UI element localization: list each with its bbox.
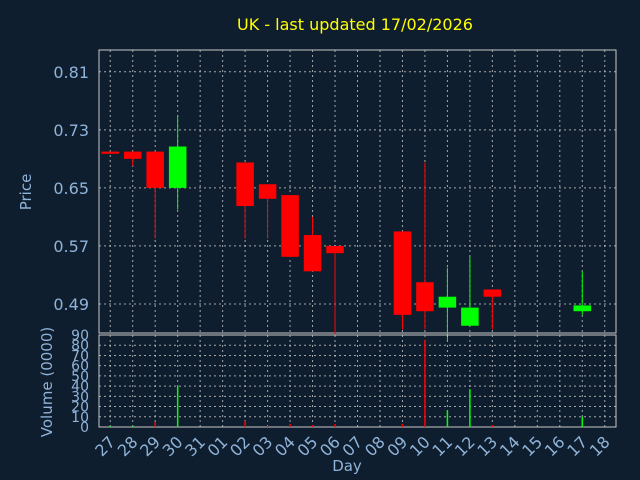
candle-body [303,235,322,272]
x-axis-label: Day [332,457,362,475]
price-tick-label: 0.49 [53,295,89,314]
volume-axis-label: Volume (0000) [38,327,56,437]
candle-body [326,245,344,254]
candle-body [573,305,592,312]
price-axis-label: Price [17,174,35,211]
volume-tick-label: 50 [71,369,89,385]
candle-body [101,151,120,154]
candle-body [483,289,502,297]
price-tick-label: 0.57 [53,237,89,256]
candle-body [123,151,142,159]
candle-body [258,184,277,199]
candle-body [146,151,164,188]
price-tick-label: 0.81 [53,63,89,82]
volume-tick-label: 0 [80,420,89,436]
volume-tick-label: 60 [71,359,89,375]
price-tick-label: 0.65 [53,179,89,198]
volume-tick-label: 10 [71,410,89,426]
candle-body [416,282,434,312]
candle-body [236,162,254,207]
x-tick-label: 18 [586,432,614,460]
volume-tick-label: 90 [71,328,89,344]
candle-body [461,307,479,326]
volume-tick-label: 30 [71,389,89,405]
volume-tick-label: 40 [71,379,89,395]
chart-title: UK - last updated 17/02/2026 [237,15,473,34]
volume-tick-label: 70 [71,348,89,364]
candle-body [393,231,412,315]
volume-tick-label: 20 [71,400,89,416]
x-axis-ticks: 2728293031010203040506070809101112131415… [91,432,613,460]
price-panel: 0.81 0.73 0.65 0.57 0.49 [53,49,617,341]
candle-body [168,146,187,188]
volume-tick-label: 80 [71,338,89,354]
candle-body [281,195,299,257]
price-tick-label: 0.73 [53,121,89,140]
candle-body [438,296,457,308]
